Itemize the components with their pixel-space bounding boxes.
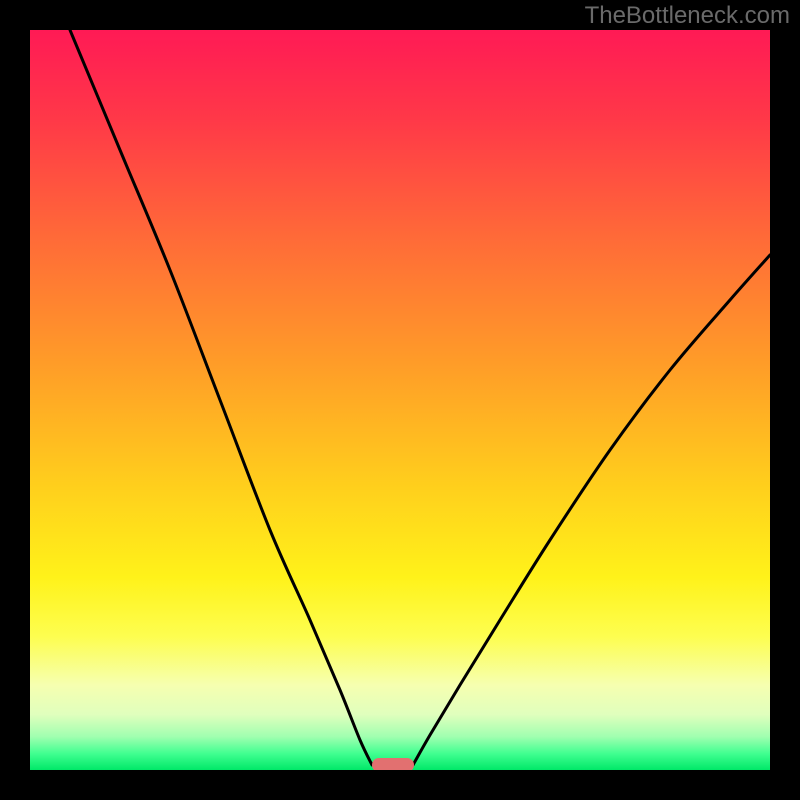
bottleneck-chart <box>0 0 800 800</box>
bottleneck-marker <box>372 758 414 772</box>
gradient-plot-area <box>30 30 770 770</box>
chart-container: TheBottleneck.com <box>0 0 800 800</box>
watermark-text: TheBottleneck.com <box>585 2 790 30</box>
